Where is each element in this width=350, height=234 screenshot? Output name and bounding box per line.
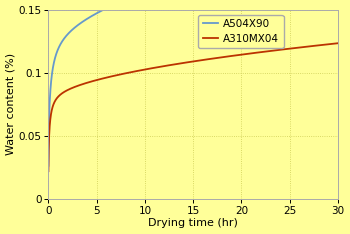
Line: A504X90: A504X90: [48, 0, 338, 166]
A310MX04: [327, 43, 331, 46]
A310MX04: [274, 49, 279, 52]
A504X90: [61, 38, 65, 41]
Line: A310MX04: A310MX04: [48, 43, 338, 171]
A310MX04: [46, 170, 50, 172]
A310MX04: [187, 61, 191, 63]
Y-axis label: Water content (%): Water content (%): [6, 53, 15, 155]
A504X90: [46, 164, 50, 167]
X-axis label: Drying time (hr): Drying time (hr): [148, 219, 238, 228]
A310MX04: [61, 91, 65, 94]
Legend: A504X90, A310MX04: A504X90, A310MX04: [198, 15, 284, 48]
A310MX04: [180, 62, 184, 65]
A310MX04: [327, 43, 331, 46]
A310MX04: [336, 42, 340, 45]
